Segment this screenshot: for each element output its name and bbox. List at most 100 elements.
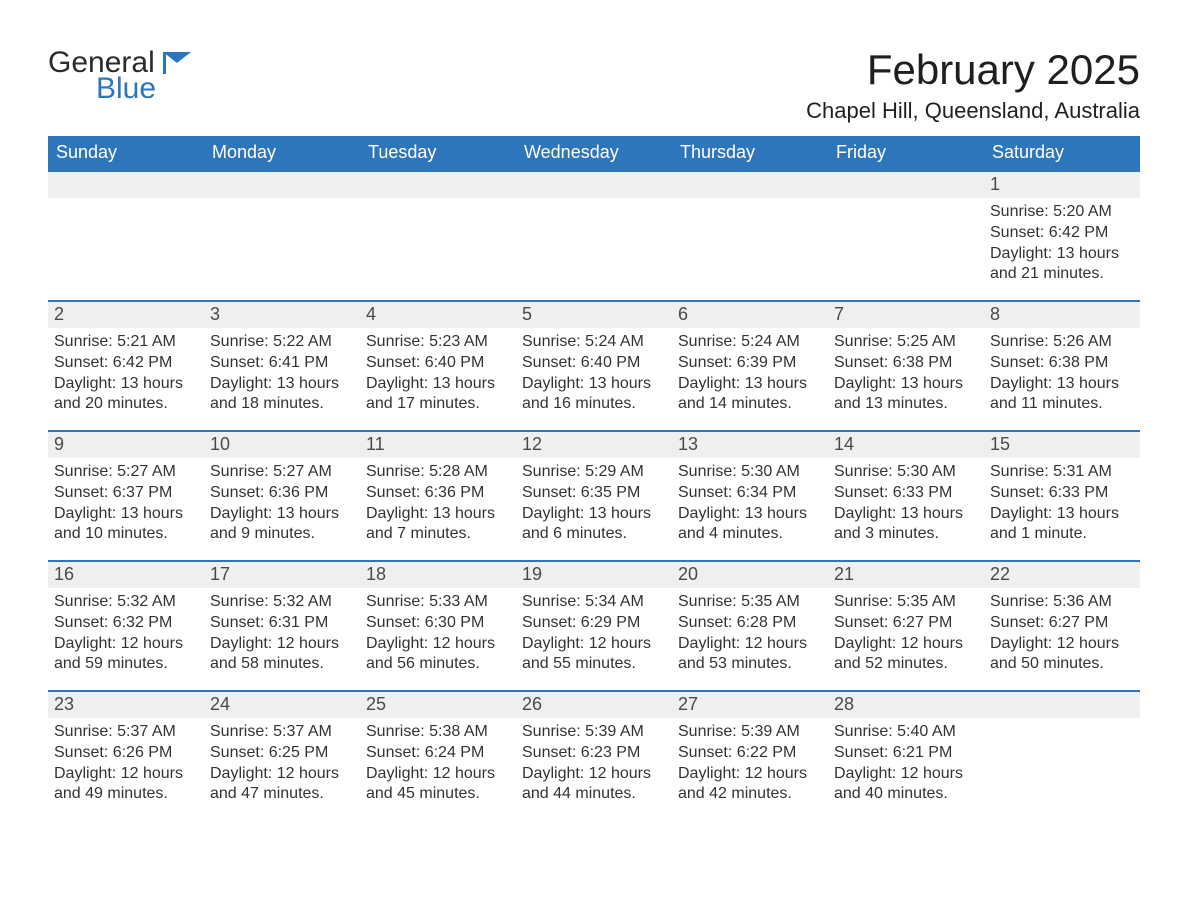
daylight2-text: and 49 minutes. xyxy=(54,784,198,805)
day-number: 4 xyxy=(362,304,376,324)
calendar-day-empty xyxy=(360,172,516,300)
sunset-text: Sunset: 6:27 PM xyxy=(990,613,1134,634)
calendar-day: 6Sunrise: 5:24 AMSunset: 6:39 PMDaylight… xyxy=(672,302,828,430)
day-details: Sunrise: 5:30 AMSunset: 6:34 PMDaylight:… xyxy=(678,462,822,545)
day-details: Sunrise: 5:26 AMSunset: 6:38 PMDaylight:… xyxy=(990,332,1134,415)
sunset-text: Sunset: 6:32 PM xyxy=(54,613,198,634)
sunrise-text: Sunrise: 5:37 AM xyxy=(210,722,354,743)
calendar-day: 1 Sunrise: 5:20 AMSunset: 6:42 PMDaylight… xyxy=(984,172,1140,300)
day-number-row: 15 xyxy=(984,432,1140,458)
daylight2-text: and 47 minutes. xyxy=(210,784,354,805)
calendar-day-empty xyxy=(48,172,204,300)
calendar-day: 7 Sunrise: 5:25 AMSunset: 6:38 PMDaylight… xyxy=(828,302,984,430)
calendar-day: 13Sunrise: 5:30 AMSunset: 6:34 PMDayligh… xyxy=(672,432,828,560)
day-number: 27 xyxy=(674,694,698,714)
day-number-row xyxy=(516,172,672,198)
daylight1-text: Daylight: 13 hours xyxy=(990,374,1134,395)
daylight2-text: and 45 minutes. xyxy=(366,784,510,805)
sunrise-text: Sunrise: 5:39 AM xyxy=(522,722,666,743)
day-number-row: 8 xyxy=(984,302,1140,328)
sunset-text: Sunset: 6:36 PM xyxy=(366,483,510,504)
day-details: Sunrise: 5:23 AMSunset: 6:40 PMDaylight:… xyxy=(366,332,510,415)
sunset-text: Sunset: 6:22 PM xyxy=(678,743,822,764)
day-number xyxy=(50,174,54,194)
day-number-row xyxy=(984,692,1140,718)
daylight1-text: Daylight: 12 hours xyxy=(54,764,198,785)
day-number-row: 11 xyxy=(360,432,516,458)
calendar-day: 26 Sunrise: 5:39 AMSunset: 6:23 PMDayligh… xyxy=(516,692,672,820)
daylight1-text: Daylight: 12 hours xyxy=(522,634,666,655)
day-details: Sunrise: 5:38 AMSunset: 6:24 PMDaylight:… xyxy=(366,722,510,805)
calendar-day: 5 Sunrise: 5:24 AMSunset: 6:40 PMDaylight… xyxy=(516,302,672,430)
day-number-row: 28 xyxy=(828,692,984,718)
daylight2-text: and 3 minutes. xyxy=(834,524,978,545)
day-details: Sunrise: 5:24 AMSunset: 6:40 PMDaylight:… xyxy=(522,332,666,415)
day-number xyxy=(518,174,522,194)
daylight1-text: Daylight: 13 hours xyxy=(990,244,1134,265)
day-number: 1 xyxy=(986,174,1000,194)
calendar-day: 20 Sunrise: 5:35 AMSunset: 6:28 PMDayligh… xyxy=(672,562,828,690)
daylight1-text: Daylight: 13 hours xyxy=(678,504,822,525)
day-number-row: 27 xyxy=(672,692,828,718)
day-number: 20 xyxy=(674,564,698,584)
calendar-page: General Blue February 2025 Chapel Hill, … xyxy=(0,0,1188,860)
day-number-row: 10 xyxy=(204,432,360,458)
sunrise-text: Sunrise: 5:37 AM xyxy=(54,722,198,743)
daylight2-text: and 55 minutes. xyxy=(522,654,666,675)
day-number: 19 xyxy=(518,564,542,584)
daylight1-text: Daylight: 13 hours xyxy=(366,374,510,395)
day-number-row: 24 xyxy=(204,692,360,718)
day-number-row: 3 xyxy=(204,302,360,328)
daylight1-text: Daylight: 13 hours xyxy=(834,504,978,525)
calendar-day: 3Sunrise: 5:22 AMSunset: 6:41 PMDaylight… xyxy=(204,302,360,430)
calendar-day: 2Sunrise: 5:21 AMSunset: 6:42 PMDaylight… xyxy=(48,302,204,430)
sunrise-text: Sunrise: 5:40 AM xyxy=(834,722,978,743)
day-number-row xyxy=(828,172,984,198)
month-title: February 2025 xyxy=(806,48,1140,92)
daylight1-text: Daylight: 13 hours xyxy=(54,374,198,395)
day-details: Sunrise: 5:32 AMSunset: 6:32 PMDaylight:… xyxy=(54,592,198,675)
day-number-row: 1 xyxy=(984,172,1140,198)
daylight2-text: and 59 minutes. xyxy=(54,654,198,675)
day-details: Sunrise: 5:25 AMSunset: 6:38 PMDaylight:… xyxy=(834,332,978,415)
sunset-text: Sunset: 6:37 PM xyxy=(54,483,198,504)
calendar: Sunday Monday Tuesday Wednesday Thursday… xyxy=(48,136,1140,820)
day-number: 5 xyxy=(518,304,532,324)
brand-word-2: Blue xyxy=(96,74,197,104)
daylight1-text: Daylight: 13 hours xyxy=(54,504,198,525)
sunrise-text: Sunrise: 5:21 AM xyxy=(54,332,198,353)
calendar-day: 21Sunrise: 5:35 AMSunset: 6:27 PMDayligh… xyxy=(828,562,984,690)
day-details: Sunrise: 5:35 AMSunset: 6:28 PMDaylight:… xyxy=(678,592,822,675)
brand-logo: General Blue xyxy=(48,48,197,104)
day-number-row: 19 xyxy=(516,562,672,588)
day-number: 7 xyxy=(830,304,844,324)
day-number: 12 xyxy=(518,434,542,454)
day-details: Sunrise: 5:31 AMSunset: 6:33 PMDaylight:… xyxy=(990,462,1134,545)
day-number: 26 xyxy=(518,694,542,714)
sunset-text: Sunset: 6:24 PM xyxy=(366,743,510,764)
daylight1-text: Daylight: 13 hours xyxy=(522,504,666,525)
daylight1-text: Daylight: 13 hours xyxy=(522,374,666,395)
calendar-day: 23Sunrise: 5:37 AMSunset: 6:26 PMDayligh… xyxy=(48,692,204,820)
weekday-wednesday: Wednesday xyxy=(516,136,672,170)
day-number: 11 xyxy=(362,434,385,454)
daylight2-text: and 18 minutes. xyxy=(210,394,354,415)
calendar-day-empty xyxy=(204,172,360,300)
daylight2-text: and 50 minutes. xyxy=(990,654,1134,675)
daylight1-text: Daylight: 12 hours xyxy=(210,634,354,655)
sunset-text: Sunset: 6:40 PM xyxy=(366,353,510,374)
daylight2-text: and 42 minutes. xyxy=(678,784,822,805)
day-details: Sunrise: 5:20 AMSunset: 6:42 PMDaylight:… xyxy=(990,202,1134,285)
daylight2-text: and 21 minutes. xyxy=(990,264,1134,285)
sunset-text: Sunset: 6:42 PM xyxy=(54,353,198,374)
day-number: 23 xyxy=(50,694,74,714)
daylight2-text: and 53 minutes. xyxy=(678,654,822,675)
day-details: Sunrise: 5:39 AMSunset: 6:23 PMDaylight:… xyxy=(522,722,666,805)
day-number: 24 xyxy=(206,694,230,714)
calendar-day: 18Sunrise: 5:33 AMSunset: 6:30 PMDayligh… xyxy=(360,562,516,690)
sunrise-text: Sunrise: 5:29 AM xyxy=(522,462,666,483)
daylight1-text: Daylight: 12 hours xyxy=(366,634,510,655)
day-number-row: 6 xyxy=(672,302,828,328)
day-number-row xyxy=(672,172,828,198)
sunrise-text: Sunrise: 5:32 AM xyxy=(54,592,198,613)
